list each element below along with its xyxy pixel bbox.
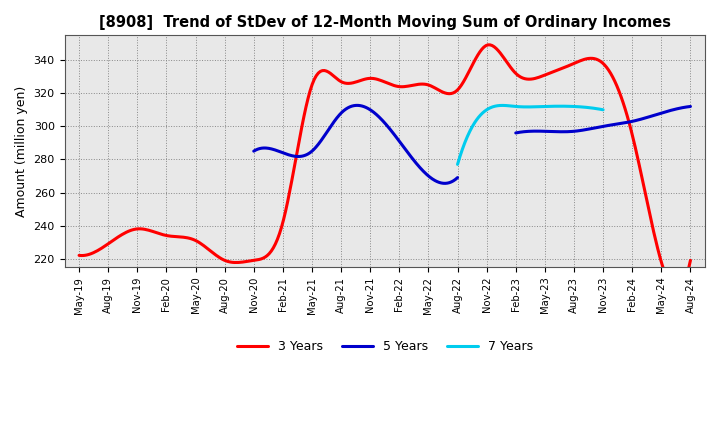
7 Years (577, 104, 585, 110)
5 Years (440, 181, 449, 186)
7 Years (543, 104, 552, 109)
5 Years (375, 114, 384, 120)
3 Years (75, 253, 84, 258)
Legend: 3 Years, 5 Years, 7 Years: 3 Years, 5 Years, 7 Years (232, 335, 538, 358)
7 Years (498, 103, 507, 108)
3 Years (686, 258, 695, 263)
3 Years (484, 42, 492, 48)
Line: 3 Years: 3 Years (79, 45, 690, 291)
3 Years (631, 145, 639, 150)
Title: [8908]  Trend of StDev of 12-Month Moving Sum of Ordinary Incomes: [8908] Trend of StDev of 12-Month Moving… (99, 15, 671, 30)
Line: 5 Years: 5 Years (253, 105, 457, 183)
3 Years (449, 90, 458, 95)
3 Years (672, 289, 680, 294)
7 Years (541, 104, 549, 109)
7 Years (453, 162, 462, 167)
Line: 7 Years: 7 Years (457, 106, 603, 165)
3 Years (77, 253, 86, 258)
5 Years (250, 148, 258, 154)
7 Years (599, 107, 608, 113)
3 Years (436, 88, 445, 94)
5 Years (372, 111, 380, 117)
3 Years (592, 57, 600, 62)
5 Years (422, 171, 431, 176)
5 Years (371, 111, 379, 116)
7 Years (454, 160, 462, 165)
5 Years (453, 175, 462, 180)
5 Years (435, 180, 444, 185)
Y-axis label: Amount (million yen): Amount (million yen) (15, 85, 28, 217)
7 Years (540, 104, 549, 109)
3 Years (438, 90, 447, 95)
5 Years (353, 103, 361, 108)
7 Years (585, 105, 594, 110)
5 Years (249, 149, 258, 154)
